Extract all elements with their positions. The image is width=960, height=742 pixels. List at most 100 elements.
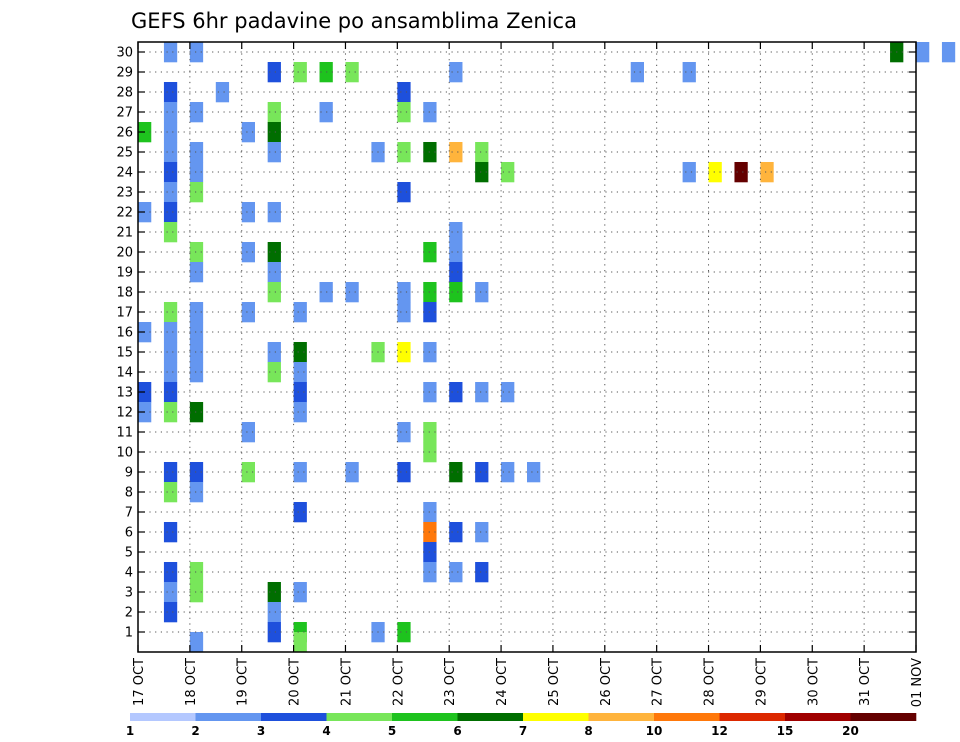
heatmap-cell: [527, 462, 541, 483]
colorbar-label: 20: [842, 724, 859, 738]
x-tick-label: 01 NOV: [910, 658, 925, 707]
heatmap-cell: [397, 282, 411, 303]
heatmap-cell: [267, 582, 281, 603]
heatmap-cell: [267, 202, 281, 223]
heatmap-cell: [267, 622, 281, 643]
colorbar-swatch: [195, 713, 262, 721]
heatmap-cell: [267, 282, 281, 303]
colorbar-swatch: [392, 713, 458, 721]
heatmap-cell: [397, 342, 411, 363]
colorbar-swatch: [457, 713, 524, 721]
colorbar-label: 1: [126, 724, 134, 738]
heatmap-cell: [734, 162, 748, 183]
heatmap-cell: [189, 322, 204, 343]
colorbar-label: 8: [584, 724, 592, 738]
heatmap-cell: [293, 582, 307, 603]
x-tick-label: 24 OCT: [495, 658, 510, 706]
heatmap-cell: [449, 562, 463, 583]
heatmap-cell: [267, 242, 281, 263]
colorbar-label: 3: [257, 724, 265, 738]
heatmap-cell: [267, 342, 281, 363]
heatmap-cell: [163, 122, 178, 143]
heatmap-cell: [163, 402, 178, 423]
heatmap-cell: [189, 402, 204, 423]
heatmap-cell: [708, 162, 722, 183]
heatmap-cell: [449, 222, 463, 243]
colorbar: 1 2 3 4 5 6 7 8 10 12 15 20: [126, 713, 917, 738]
y-tick-label: 22: [116, 206, 133, 221]
colorbar-swatch: [785, 713, 851, 721]
y-tick-label: 6: [125, 526, 133, 541]
heatmap-cell: [630, 62, 644, 83]
x-tick-label: 31 OCT: [858, 658, 873, 706]
heatmap-cell: [163, 222, 178, 243]
heatmap-cell: [163, 182, 178, 203]
heatmap-cells: [138, 42, 956, 653]
heatmap-cell: [189, 582, 204, 603]
y-tick-label: 2: [125, 606, 133, 621]
heatmap-cell: [449, 62, 463, 83]
y-tick-label: 29: [116, 66, 133, 81]
colorbar-swatch: [326, 713, 393, 721]
colorbar-label: 2: [191, 724, 199, 738]
x-tick-label: 19 OCT: [236, 658, 251, 706]
heatmap-cell: [475, 162, 489, 183]
colorbar-label: 5: [388, 724, 396, 738]
heatmap-cell: [449, 262, 463, 283]
y-tick-label: 12: [116, 406, 133, 421]
heatmap-cell: [189, 632, 204, 653]
heatmap-cell: [189, 102, 204, 123]
heatmap-cell: [163, 522, 178, 543]
heatmap-cell: [475, 282, 489, 303]
heatmap-cell: [163, 582, 178, 603]
y-tick-label: 27: [116, 106, 133, 121]
colorbar-swatch: [588, 713, 655, 721]
x-tick-label: 28 OCT: [703, 658, 718, 706]
heatmap-cell: [475, 382, 489, 403]
heatmap-cell: [475, 522, 489, 543]
heatmap-cell: [241, 302, 255, 323]
y-tick-label: 8: [125, 486, 133, 501]
heatmap-cell: [163, 602, 178, 623]
heatmap-cell: [501, 162, 515, 183]
heatmap-cell: [163, 342, 178, 363]
heatmap-cell: [449, 142, 463, 163]
colorbar-swatch: [654, 713, 720, 721]
heatmap-cell: [345, 462, 359, 483]
heatmap-cell: [189, 182, 204, 203]
heatmap-cell: [293, 462, 307, 483]
y-tick-label: 13: [116, 386, 133, 401]
heatmap-cell: [267, 602, 281, 623]
x-tick-label: 18 OCT: [184, 658, 199, 706]
y-tick-label: 16: [116, 326, 133, 341]
heatmap-cell: [682, 62, 696, 83]
heatmap-cell: [397, 102, 411, 123]
y-tick-label: 9: [125, 466, 133, 481]
y-tick-label: 15: [116, 346, 133, 361]
colorbar-label: 6: [453, 724, 461, 738]
heatmap-cell: [163, 382, 178, 403]
heatmap-cell: [189, 302, 204, 323]
grid-lines: [138, 42, 916, 652]
heatmap-cell: [241, 462, 255, 483]
x-tick-label: 21 OCT: [339, 658, 354, 706]
heatmap-cell: [241, 122, 255, 143]
heatmap-cell: [163, 322, 178, 343]
heatmap-cell: [760, 162, 774, 183]
x-tick-label: 29 OCT: [754, 658, 769, 706]
heatmap-cell: [189, 242, 204, 263]
heatmap-cell: [397, 422, 411, 443]
colorbar-label: 4: [322, 724, 330, 738]
heatmap-cell: [163, 82, 178, 103]
heatmap-cell: [163, 102, 178, 123]
heatmap-cell: [163, 162, 178, 183]
y-tick-label: 30: [116, 46, 133, 61]
heatmap-cell: [475, 562, 489, 583]
heatmap-cell: [241, 202, 255, 223]
colorbar-label: 12: [711, 724, 728, 738]
heatmap-cell: [475, 462, 489, 483]
heatmap-cell: [267, 122, 281, 143]
heatmap-cell: [163, 362, 178, 383]
plot-frame: [137, 41, 917, 653]
heatmap-cell: [293, 402, 307, 423]
